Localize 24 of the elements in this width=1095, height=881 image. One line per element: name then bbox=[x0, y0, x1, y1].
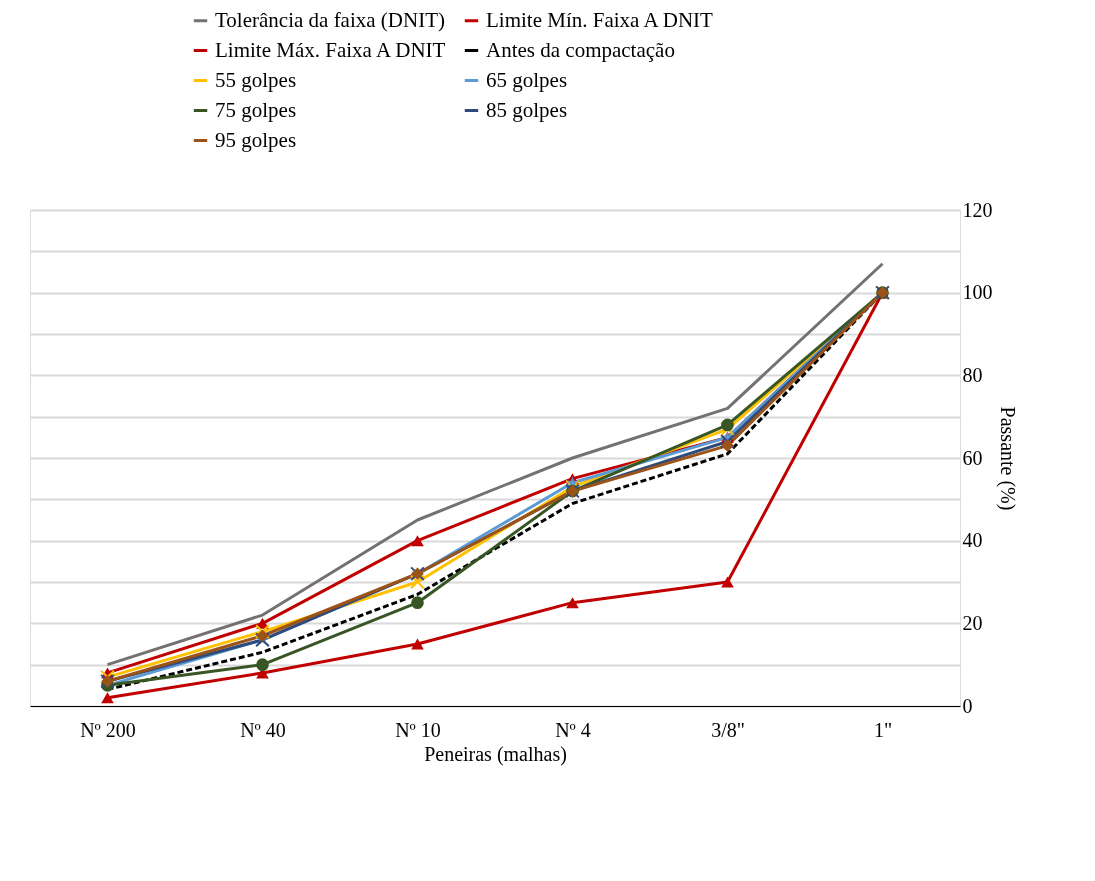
legend-label: 55 golpes bbox=[215, 67, 297, 92]
y-tick-label: 40 bbox=[962, 529, 983, 552]
y-tick-label: 0 bbox=[962, 694, 973, 717]
legend-label: Limite Máx. Faixa A DNIT bbox=[215, 37, 446, 62]
x-tick-label: Nº 4 bbox=[555, 718, 591, 741]
y-tick-label: 20 bbox=[962, 611, 983, 634]
x-tick-label: Nº 200 bbox=[80, 718, 136, 741]
legend-label: 65 golpes bbox=[486, 67, 568, 92]
y-axis-title: Passante (%) bbox=[995, 406, 1019, 511]
y-tick-label: 120 bbox=[962, 198, 993, 221]
x-tick-label: Nº 10 bbox=[395, 718, 441, 741]
legend-label: Antes da compactação bbox=[486, 37, 675, 62]
x-tick-label: 1" bbox=[873, 718, 893, 741]
legend-label: 95 golpes bbox=[215, 127, 297, 152]
y-tick-label: 100 bbox=[962, 281, 993, 304]
y-tick-label: 80 bbox=[962, 363, 983, 386]
legend-label: Limite Mín. Faixa A DNIT bbox=[486, 7, 714, 32]
legend-label: Tolerância da faixa (DNIT) bbox=[215, 7, 445, 32]
x-tick-label: Nº 40 bbox=[240, 718, 286, 741]
legend-label: 75 golpes bbox=[215, 97, 297, 122]
y-tick-label: 60 bbox=[962, 446, 983, 469]
x-axis-title: Peneiras (malhas) bbox=[424, 742, 567, 766]
x-tick-label: 3/8" bbox=[711, 718, 745, 741]
legend-label: 85 golpes bbox=[486, 97, 568, 122]
